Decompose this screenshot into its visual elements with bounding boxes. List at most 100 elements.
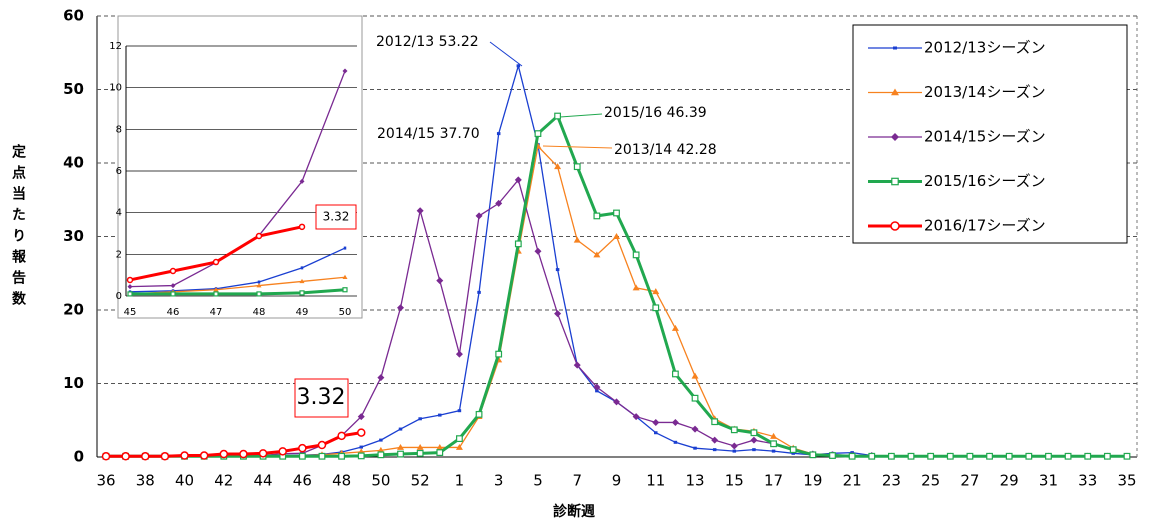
marker [1005,452,1013,460]
marker [789,446,797,454]
marker [475,410,483,418]
inset-y-tick-label: 12 [109,41,122,52]
inset-x-tick-label: 49 [296,307,309,318]
inset-x-tick-label: 48 [253,307,266,318]
marker [593,251,601,258]
marker [212,258,220,266]
marker [514,176,522,184]
marker [730,426,738,434]
marker [495,350,503,358]
marker [613,209,620,217]
marker [891,177,899,186]
marker [887,452,895,460]
x-tick-label: 50 [371,472,390,490]
marker [213,291,219,297]
marker [397,304,405,312]
legend-label: 2013/14シーズン [924,83,1046,101]
marker [121,452,130,461]
x-tick-label: 21 [843,472,862,490]
annotation: 2014/15 37.70 [377,126,480,142]
inset-frame [117,15,363,319]
marker [691,394,699,402]
marker [750,436,758,444]
inset-y-tick-label: 6 [116,166,122,177]
marker [534,247,542,255]
legend-label: 2015/16シーズン [924,172,1046,190]
marker [946,452,954,460]
marker [180,451,189,460]
x-tick-label: 31 [1039,472,1058,490]
marker [732,449,737,453]
x-tick-label: 19 [803,472,822,490]
x-tick-label: 25 [921,472,940,490]
marker [671,324,679,331]
marker [377,446,385,453]
marker [318,452,326,460]
marker [613,398,620,406]
x-tick-label: 29 [1000,472,1019,490]
marker [868,452,876,460]
marker [169,267,177,275]
x-tick-label: 7 [572,472,582,490]
marker [455,443,463,450]
y-tick-label: 10 [63,374,84,392]
x-tick-label: 52 [411,472,430,490]
marker [554,310,562,318]
marker [342,68,348,74]
marker [357,413,365,421]
marker [170,283,176,289]
marker [317,440,327,450]
marker [127,291,133,297]
marker [1025,452,1033,460]
marker [398,427,403,431]
marker [573,361,581,369]
marker [1123,452,1131,460]
x-axis-label: 診断週 [553,503,595,520]
legend-label: 2016/17シーズン [924,217,1046,235]
marker [652,418,660,426]
marker [377,374,385,382]
y-tick-label: 20 [63,301,84,319]
marker [927,452,935,460]
marker [342,274,348,279]
x-tick-label: 27 [960,472,979,490]
marker [632,413,640,421]
marker [966,452,974,460]
marker [299,278,305,284]
series-line [129,247,346,293]
marker [986,452,993,460]
marker [379,438,383,442]
inset-y-tick-label: 4 [116,208,122,219]
inset-y-tick-label: 10 [109,83,122,94]
x-tick-label: 36 [96,472,115,490]
marker [278,447,287,456]
marker [256,291,262,297]
marker [1064,452,1072,460]
marker [256,283,262,288]
marker [711,436,719,444]
marker [257,280,261,284]
marker [691,425,699,433]
marker [495,199,503,207]
marker [436,443,444,450]
marker [891,133,899,141]
marker [397,450,404,458]
marker [1045,452,1052,460]
x-tick-label: 42 [214,472,233,490]
marker [691,372,699,379]
marker [477,290,481,294]
marker [593,383,601,391]
x-tick-label: 35 [1117,472,1136,490]
marker [711,418,719,426]
marker [654,431,658,435]
marker [397,443,405,450]
marker [416,443,424,450]
marker [298,443,307,453]
marker [891,88,899,96]
annotation: 2013/14 42.28 [614,142,717,158]
series-line [129,276,346,295]
marker [199,451,209,460]
marker [613,233,620,239]
annotation-box [294,378,349,418]
